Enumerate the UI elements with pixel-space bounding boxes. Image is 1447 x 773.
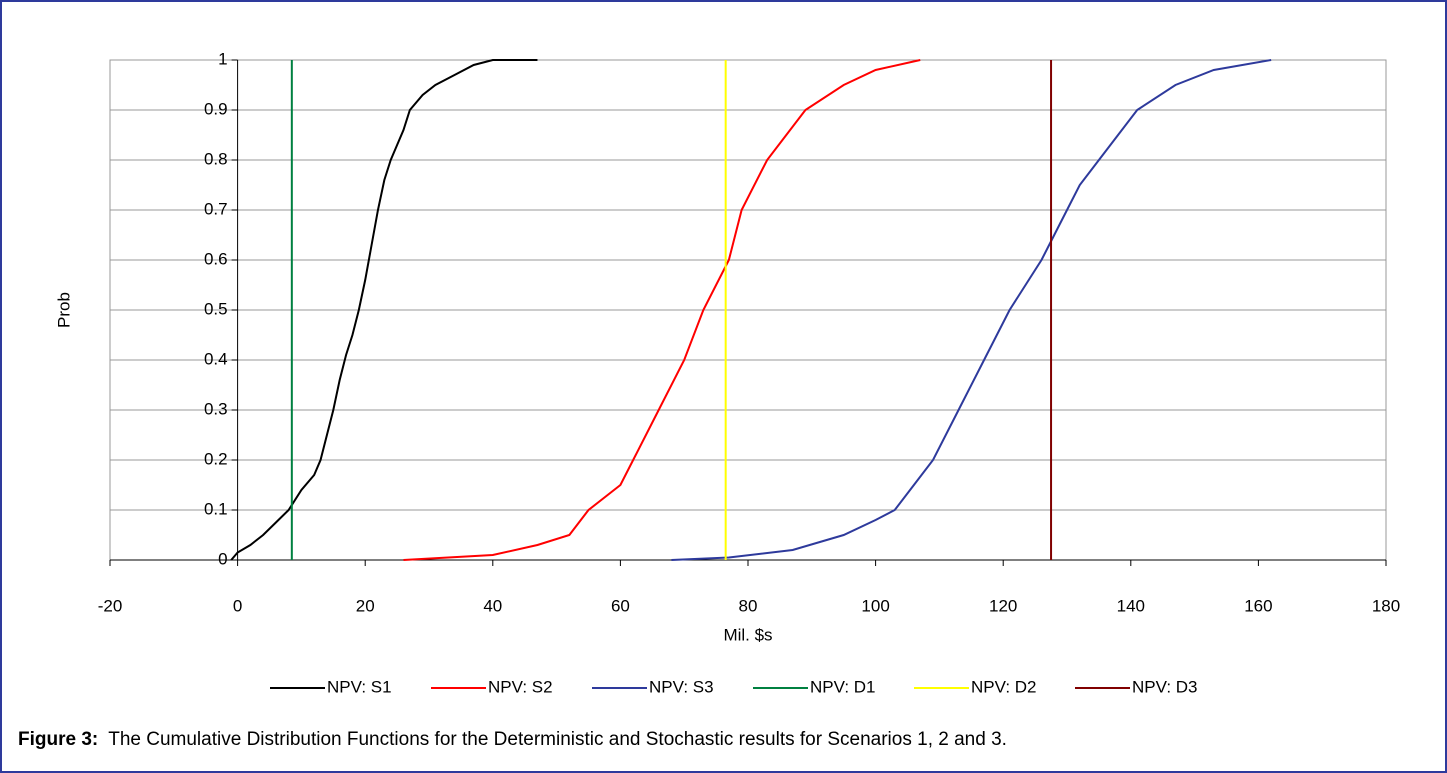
y-tick-label: 0.8 [204,149,228,168]
legend-label: NPV: D1 [810,677,876,696]
x-tick-label: 120 [989,596,1017,615]
y-tick-label: 0.5 [204,299,228,318]
y-tick-label: 0.4 [204,349,228,368]
legend-label: NPV: S2 [488,677,553,696]
x-tick-label: -20 [98,596,123,615]
y-axis-label: Prob [54,292,73,328]
x-tick-label: 140 [1117,596,1145,615]
series-line [403,59,921,561]
x-tick-label: 80 [739,596,758,615]
y-tick-label: 0.9 [204,99,228,118]
x-tick-label: 180 [1372,596,1400,615]
x-tick-label: 60 [611,596,630,615]
caption-label: Figure 3: [18,729,98,750]
y-tick-label: 0.1 [204,499,228,518]
x-tick-label: 0 [233,596,242,615]
x-tick-label: 160 [1244,596,1272,615]
y-tick-label: 0 [218,549,227,568]
legend-label: NPV: D2 [971,677,1037,696]
x-tick-label: 20 [356,596,375,615]
x-axis-label: Mil. $s [723,625,772,644]
legend-label: NPV: D3 [1132,677,1198,696]
legend-label: NPV: S1 [327,677,392,696]
y-tick-label: 0.2 [204,449,228,468]
y-tick-label: 0.6 [204,249,228,268]
legend-label: NPV: S3 [649,677,714,696]
caption: Figure 3: The Cumulative Distribution Fun… [18,729,1007,750]
y-tick-label: 0.3 [204,399,228,418]
series-line [230,59,538,561]
x-tick-label: 100 [861,596,889,615]
y-tick-label: 0.7 [204,199,228,218]
caption-text: The Cumulative Distribution Functions fo… [108,729,1007,750]
x-tick-label: 40 [483,596,502,615]
series-line [671,59,1272,561]
y-tick-label: 1 [218,49,227,68]
